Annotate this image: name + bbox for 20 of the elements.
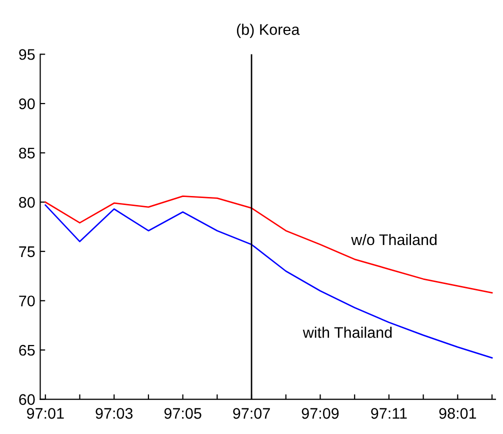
x-tick-label: 97:05 xyxy=(164,408,202,419)
y-tick-label: 95 xyxy=(19,49,35,60)
x-tick-label: 97:01 xyxy=(26,408,64,419)
x-tick-label: 97:09 xyxy=(302,408,339,419)
x-tick-label: 97:07 xyxy=(233,408,270,419)
line-series xyxy=(44,196,493,294)
x-tick-label: 97:11 xyxy=(371,408,407,419)
y-tick-label: 85 xyxy=(19,148,35,159)
y-tick-label: 60 xyxy=(19,394,35,405)
y-tick-label: 70 xyxy=(19,296,35,306)
series-label: with Thailand xyxy=(302,326,392,338)
x-tick-label: 98:01 xyxy=(439,408,476,419)
chart-title: (b) Korea xyxy=(236,24,300,38)
y-tick-label: 75 xyxy=(19,246,35,258)
y-tick-label: 65 xyxy=(19,344,35,356)
x-tick-label: 97:03 xyxy=(96,408,133,419)
y-tick-label: 80 xyxy=(19,196,35,208)
line-series xyxy=(44,204,493,359)
y-tick-label: 90 xyxy=(19,98,35,110)
series-label: w/o Thailand xyxy=(351,234,437,246)
